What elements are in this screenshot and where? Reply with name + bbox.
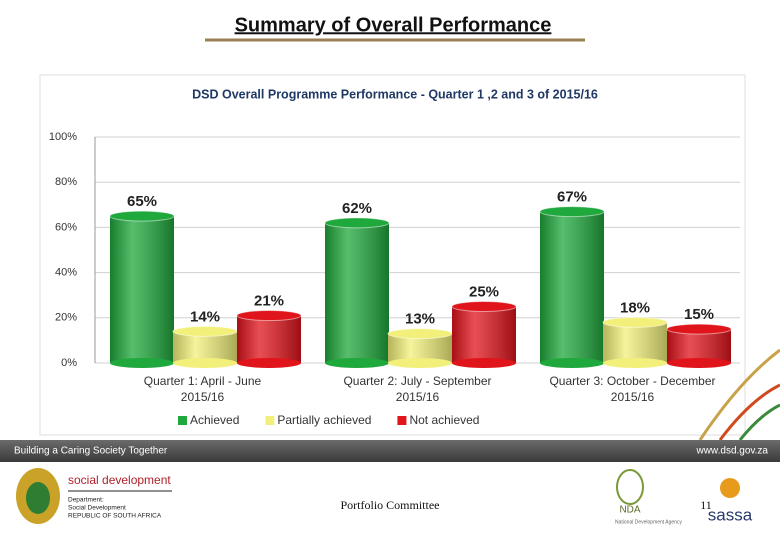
x-tick-line: Quarter 1: April - June [144,374,262,388]
value-label: 18% [620,299,650,316]
x-tick-label: Quarter 3: October - December 2015/16 [549,374,715,404]
swirl [698,348,780,441]
bar-top [324,217,390,229]
bar-shade [325,222,389,363]
value-label: 14% [190,308,220,325]
bar-bottom [667,358,731,368]
value-label: 62% [342,200,372,217]
value-label: 13% [405,311,435,328]
bar-shade [110,216,174,363]
legend-label: Not achieved [409,413,479,427]
bar-top [451,301,517,312]
bar-bottom [110,358,174,368]
x-tick-label: Quarter 1: April - June 2015/16 [144,374,262,404]
dept-line: REPUBLIC OF SOUTH AFRICA [68,513,162,520]
x-tick-label: Quarter 2: July - September 2015/16 [343,374,491,404]
bar-bottom [325,358,389,368]
bar-shade [237,315,301,363]
legend-swatch [265,416,275,425]
x-tick-line: 2015/16 [181,390,225,404]
website: www.dsd.gov.za [695,446,768,457]
bar-top [236,310,302,322]
coat-of-arms [16,468,60,524]
chart-title: DSD Overall Programme Performance - Quar… [192,87,598,101]
legend-label: Partially achieved [277,413,371,427]
legend-label: Achieved [190,413,239,427]
legend-swatch [178,416,187,425]
x-tick-line: Quarter 2: July - September [343,374,491,388]
value-label: 21% [254,293,284,310]
y-tick-label: 20% [55,312,77,324]
x-tick-line: 2015/16 [611,390,655,404]
bar-top [539,206,605,218]
legend-swatch [397,416,407,425]
bar-bottom [603,358,667,368]
dept-line: Department: [68,497,104,504]
bar-top [666,323,732,335]
sassa: sassa [708,505,753,524]
bar-bottom [237,358,301,368]
nda-sub: National Development Agency [615,519,682,525]
nda: NDA [619,505,640,516]
y-tick-label: 0% [61,357,77,369]
y-tick-label: 80% [55,176,77,188]
bar-shade [540,211,604,363]
nda-logo [616,469,644,505]
x-tick-line: Quarter 3: October - December [549,374,715,388]
bar-top [172,325,238,337]
bar-shade [603,322,667,363]
page-number: 11 [700,498,712,512]
value-label: 25% [469,283,499,300]
slogan: Building a Caring Society Together [14,446,168,457]
bar-bottom [173,358,237,368]
bar-bottom [452,358,516,368]
bar-shade [452,306,516,363]
dept-name: social development [68,473,171,487]
y-tick-label: 40% [55,267,77,279]
bar-bottom [540,358,604,368]
value-label: 65% [127,193,157,210]
bar-shade [667,329,731,363]
footer-band [0,440,780,462]
plot: 0% 20% 40% 60% 80% 100% 65% 14% 21% Quarter 1: Ap… [49,131,740,427]
value-label: 67% [557,189,587,206]
page-title: Summary of Overall Performance [235,14,552,36]
sassa-logo [720,478,740,498]
y-tick-label: 60% [55,221,77,233]
bar-top [387,328,453,340]
value-label: 15% [684,306,714,323]
bar-bottom [388,358,452,368]
bar-top [602,316,668,328]
center-text: Portfolio Committee [341,498,440,512]
x-tick-line: 2015/16 [396,390,440,404]
dept-line: Social Development [68,505,126,512]
bar-top [109,210,175,222]
y-tick-label: 100% [49,131,77,143]
